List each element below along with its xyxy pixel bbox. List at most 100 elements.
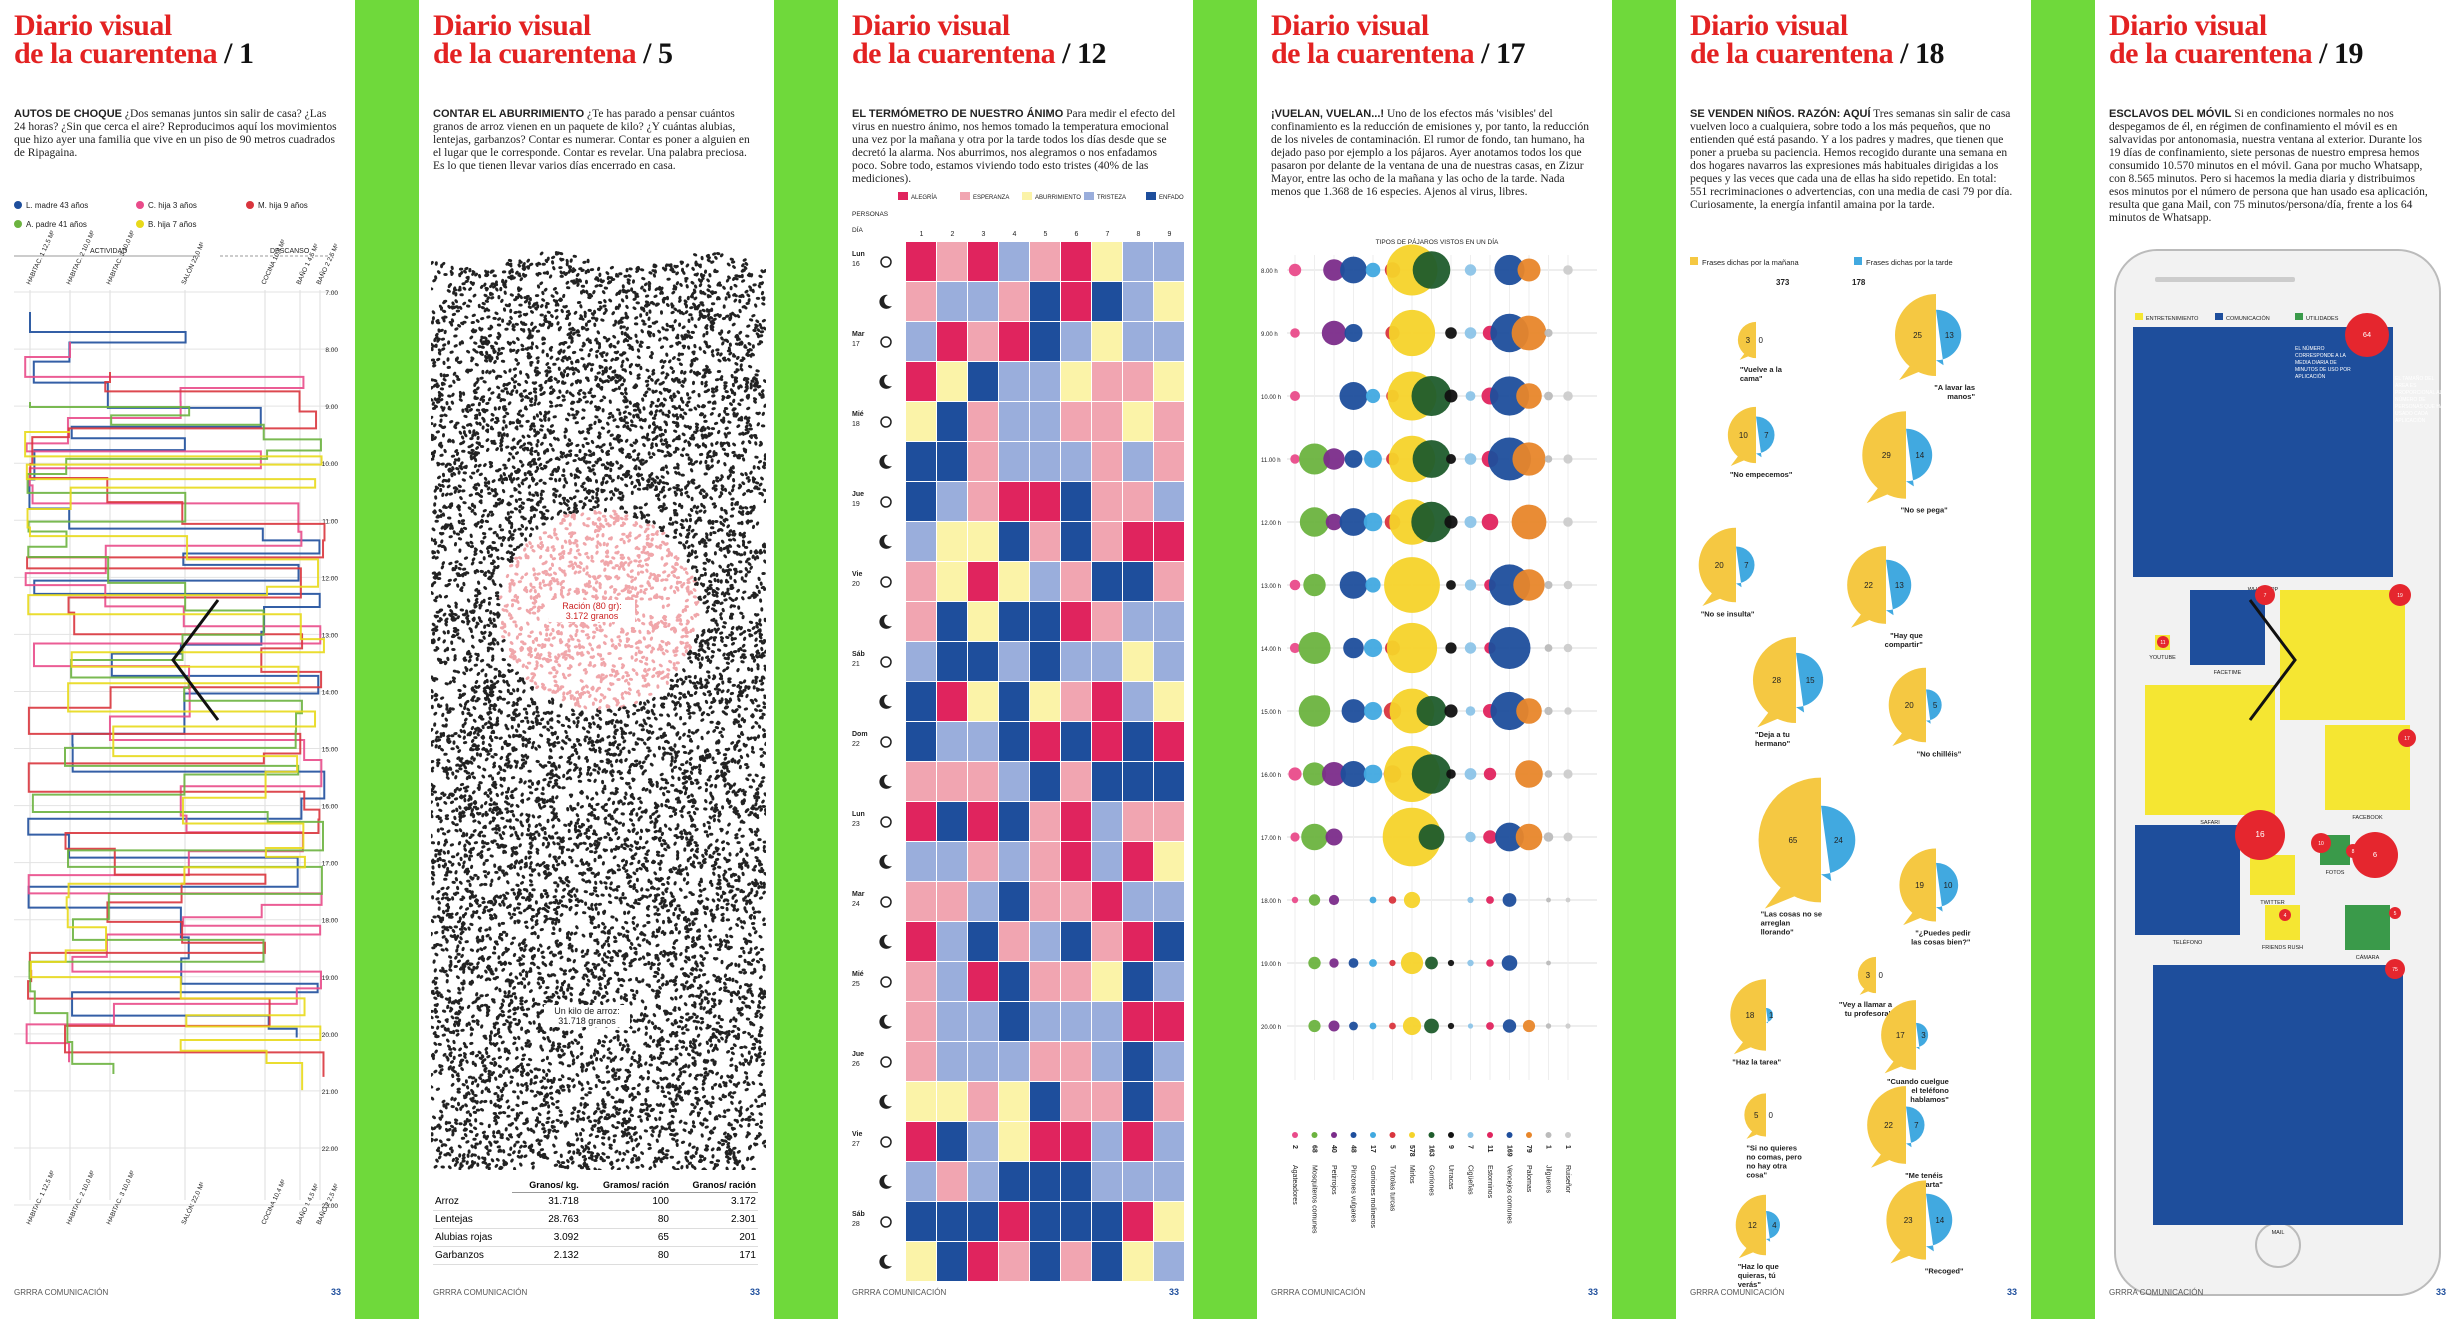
rice-grain	[732, 537, 737, 542]
rice-grain	[458, 267, 464, 271]
rice-grain	[726, 656, 730, 661]
rice-grain	[536, 572, 541, 576]
rice-grain	[466, 1085, 470, 1090]
rice-grain	[474, 362, 479, 367]
rice-grain	[450, 1060, 454, 1064]
rice-grain	[723, 981, 727, 986]
rice-grain	[552, 362, 557, 366]
rice-grain	[460, 620, 466, 624]
rice-grain	[465, 832, 469, 837]
rice-grain	[520, 792, 524, 797]
rice-grain	[582, 542, 587, 546]
rice-grain	[689, 306, 694, 310]
rice-grain	[565, 372, 570, 378]
rice-grain	[719, 1075, 724, 1080]
rice-grain	[760, 389, 765, 394]
rice-grain	[720, 1036, 724, 1041]
rice-grain	[716, 852, 722, 856]
rice-grain	[705, 609, 709, 614]
rice-grain	[597, 300, 603, 305]
rice-grain	[507, 760, 511, 765]
rice-grain	[431, 833, 433, 839]
rice-grain	[758, 709, 763, 713]
rice-grain	[431, 865, 435, 870]
rice-grain	[731, 977, 735, 983]
rice-grain	[459, 1106, 463, 1111]
rice-grain	[536, 359, 540, 365]
rice-grain	[450, 747, 455, 751]
rice-grain	[568, 522, 572, 527]
rice-grain	[586, 982, 590, 987]
rice-grain	[436, 1019, 442, 1024]
rice-grain	[526, 661, 532, 665]
rice-grain	[516, 361, 520, 366]
rice-grain	[645, 672, 649, 677]
rice-grain	[680, 1165, 684, 1170]
rice-grain	[582, 911, 587, 915]
rice-grain	[537, 1011, 542, 1015]
rice-grain	[531, 548, 536, 553]
rice-grain	[453, 334, 458, 338]
rice-grain	[437, 1042, 442, 1046]
rice-grain	[730, 659, 735, 663]
rice-grain	[747, 882, 752, 886]
rice-grain	[536, 616, 540, 621]
rice-grain	[569, 992, 573, 997]
rice-grain	[761, 571, 766, 576]
rice-grain	[439, 414, 444, 418]
rice-grain	[475, 752, 479, 757]
rice-grain	[601, 408, 605, 413]
rice-grain	[563, 823, 568, 827]
rice-grain	[748, 932, 752, 937]
rice-grain	[666, 958, 671, 963]
rice-grain	[683, 1002, 688, 1007]
rice-grain	[726, 688, 730, 693]
rice-grain	[676, 904, 681, 908]
rice-grain	[445, 886, 450, 890]
rice-grain	[667, 487, 672, 491]
rice-grain	[600, 1080, 606, 1084]
rice-grain	[508, 529, 512, 535]
rice-grain	[518, 303, 523, 307]
rice-grain	[597, 924, 601, 929]
rice-grain	[758, 896, 764, 900]
rice-grain	[673, 589, 677, 595]
rice-grain	[644, 379, 650, 383]
rice-grain	[464, 1079, 468, 1084]
legend-label: A. padre 41 años	[26, 220, 87, 229]
rice-grain	[747, 439, 752, 445]
rice-grain	[484, 993, 490, 997]
hour-label: 12.00	[322, 575, 339, 582]
rice-grain	[453, 964, 458, 969]
rice-grain	[628, 964, 633, 968]
rice-grain	[688, 1142, 692, 1147]
rice-grain	[586, 650, 591, 655]
rice-grain	[584, 460, 589, 465]
rice-grain	[520, 1046, 524, 1051]
rice-grain	[577, 774, 582, 779]
rice-grain	[697, 882, 702, 887]
rice-grain	[451, 809, 456, 813]
rice-grain	[575, 489, 580, 493]
rice-grain	[438, 509, 443, 513]
rice-grain	[575, 697, 580, 702]
rice-grain	[705, 897, 710, 901]
rice-grain	[528, 873, 534, 877]
rice-grain	[675, 1093, 679, 1098]
rice-grain	[727, 420, 732, 424]
rice-grain	[488, 926, 492, 931]
rice-grain	[637, 559, 642, 564]
rice-grain	[593, 322, 597, 327]
rice-grain	[462, 391, 466, 396]
rice-grain	[603, 508, 608, 513]
rice-grain	[549, 1085, 553, 1090]
rice-grain	[554, 921, 558, 926]
rice-grain	[567, 837, 573, 841]
rice-grain	[436, 738, 442, 742]
rice-grain	[518, 556, 523, 560]
rice-grain	[614, 596, 619, 601]
rice-grain	[529, 582, 533, 587]
rice-grain	[443, 272, 448, 277]
rice-grain	[577, 570, 582, 574]
prev-arrow-icon[interactable]	[168, 590, 238, 730]
